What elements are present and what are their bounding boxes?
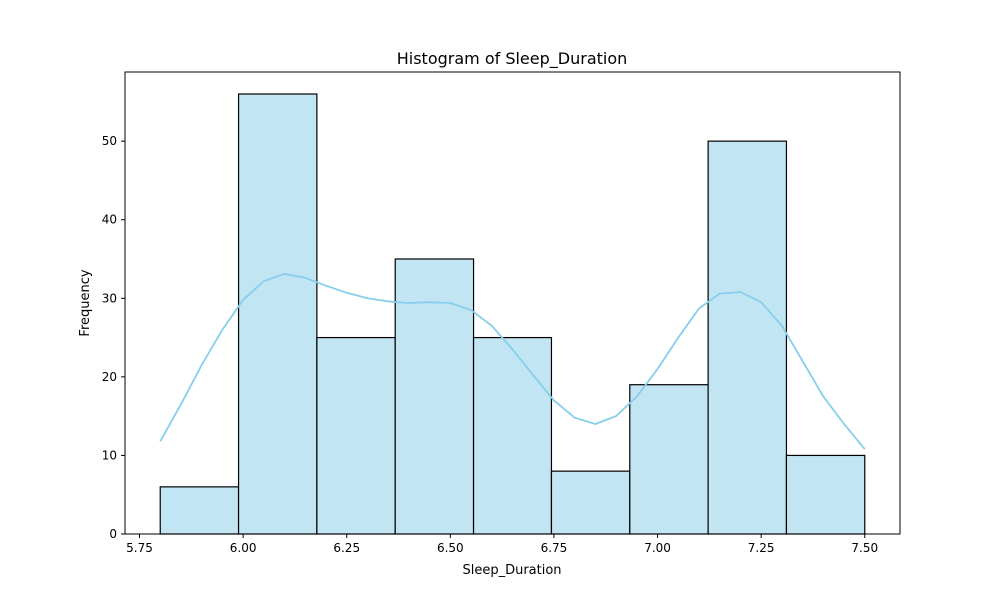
histogram-bar <box>316 336 396 535</box>
x-tick-label: 7.25 <box>748 541 775 555</box>
histogram-bars <box>159 93 866 535</box>
histogram-bar <box>550 470 631 535</box>
histogram-bar <box>159 486 240 535</box>
y-tick-label: 30 <box>102 291 117 305</box>
y-axis-label: Frequency <box>78 269 93 336</box>
histogram-bar <box>472 336 553 535</box>
histogram-bar <box>785 454 866 535</box>
x-tick-label: 6.75 <box>541 541 568 555</box>
plot-area-frame <box>124 71 901 535</box>
x-tick-label: 6.50 <box>437 541 464 555</box>
y-tick-label: 50 <box>102 134 117 148</box>
histogram-bar <box>237 93 318 535</box>
x-axis-ticks: 5.75 6.00 6.25 6.50 6.75 7.00 7.25 7.50 <box>126 534 878 555</box>
x-tick-label: 6.00 <box>230 541 257 555</box>
y-axis-ticks: 0 10 20 30 40 50 <box>102 134 125 541</box>
chart-title: Histogram of Sleep_Duration <box>397 49 628 69</box>
histogram-bar <box>629 384 709 535</box>
histogram-bar <box>394 258 475 535</box>
x-axis-label: Sleep_Duration <box>462 563 561 578</box>
x-tick-label: 5.75 <box>126 541 153 555</box>
x-tick-label: 7.00 <box>644 541 671 555</box>
x-tick-label: 6.25 <box>333 541 360 555</box>
y-tick-label: 40 <box>102 213 117 227</box>
y-tick-label: 20 <box>102 370 117 384</box>
kde-curve <box>159 273 866 450</box>
y-tick-label: 0 <box>109 527 117 541</box>
x-tick-label: 7.50 <box>851 541 878 555</box>
y-tick-label: 10 <box>102 448 117 462</box>
histogram-bar <box>707 140 788 535</box>
